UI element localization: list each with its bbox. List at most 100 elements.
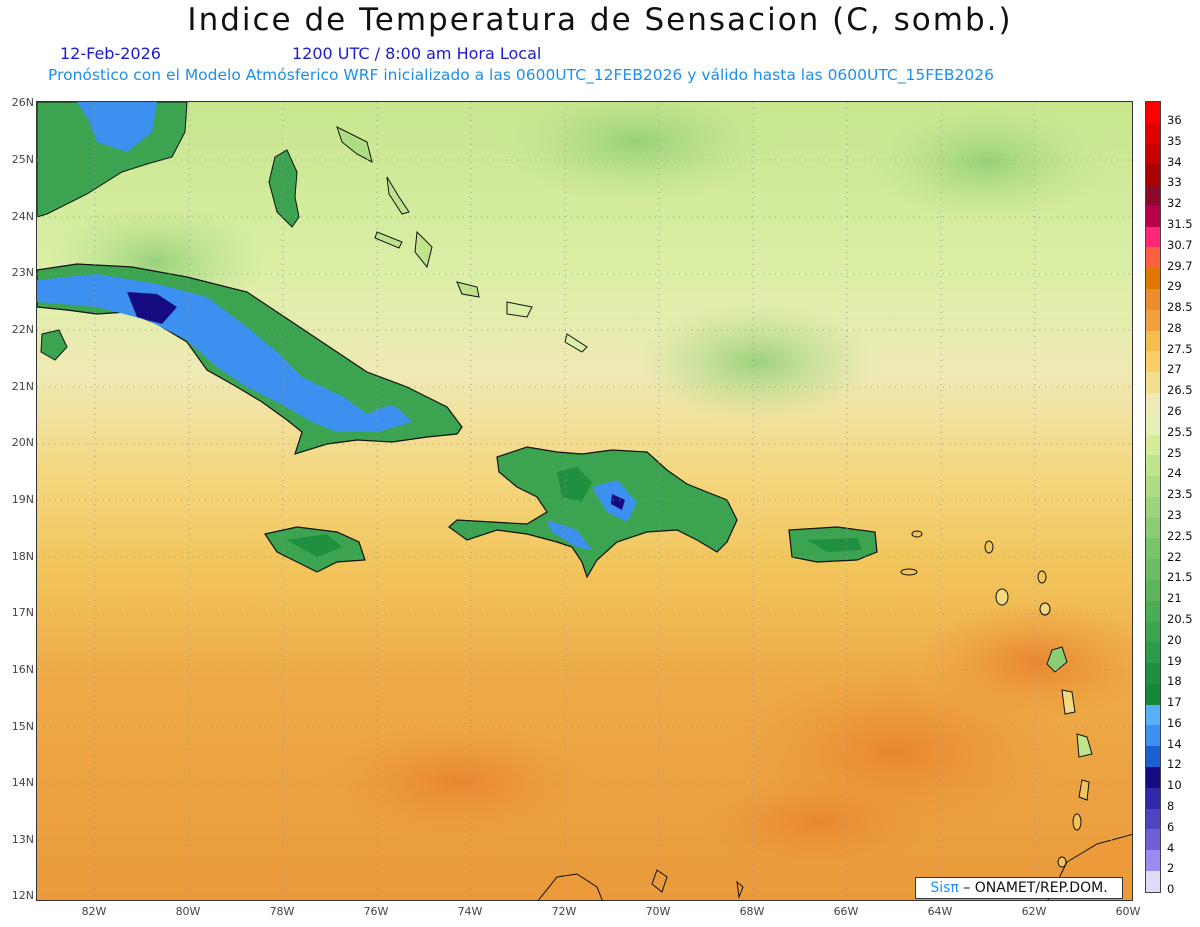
legend-label: 33 <box>1167 175 1182 190</box>
legend-label: 0 <box>1167 882 1175 897</box>
lat-label-18n: 18N <box>11 550 34 563</box>
legend-label: 6 <box>1167 819 1175 834</box>
lon-label-70w: 70W <box>645 905 671 918</box>
lat-label-19n: 19N <box>11 493 34 506</box>
legend-label: 35 <box>1167 133 1182 148</box>
legend-swatch <box>1146 476 1160 497</box>
lat-label-16n: 16N <box>11 663 34 676</box>
legend-swatch <box>1146 309 1160 331</box>
legend-swatch <box>1146 372 1160 393</box>
legend-label: 20.5 <box>1167 611 1193 626</box>
model-info: Pronóstico con el Modelo Atmósferico WRF… <box>48 66 994 84</box>
lat-label-15n: 15N <box>11 720 34 733</box>
lat-label-23n: 23N <box>11 266 34 279</box>
lon-label-74w: 74W <box>457 905 483 918</box>
legend-label: 22 <box>1167 549 1182 564</box>
map-title: Indice de Temperatura de Sensacion (C, s… <box>187 2 1013 38</box>
lat-label-22n: 22N <box>11 323 34 336</box>
lat-label-17n: 17N <box>11 606 34 619</box>
legend-swatch <box>1146 164 1160 186</box>
legend-swatch <box>1146 392 1160 414</box>
legend-label: 4 <box>1167 840 1175 855</box>
legend-label: 19 <box>1167 653 1182 668</box>
lat-label-14n: 14N <box>11 776 34 789</box>
forecast-date: 12-Feb-2026 <box>60 44 161 63</box>
legend-label: 23 <box>1167 508 1182 522</box>
legend-label: 2 <box>1167 861 1175 876</box>
credit-text: – ONAMET/REP.DOM. <box>963 880 1108 896</box>
legend-label: 29.7 <box>1167 258 1193 273</box>
legend-label: 27.5 <box>1167 341 1193 356</box>
lon-label-62w: 62W <box>1021 905 1047 918</box>
legend-swatch <box>1146 808 1160 830</box>
legend-swatch <box>1146 496 1160 518</box>
legend-label: 29 <box>1167 279 1182 294</box>
legend-label: 26 <box>1167 404 1182 419</box>
lon-label-78w: 78W <box>269 905 295 918</box>
lat-label-20n: 20N <box>11 436 34 449</box>
lon-label-66w: 66W <box>833 905 859 918</box>
legend-swatch <box>1146 330 1160 352</box>
lat-label-21n: 21N <box>11 380 34 393</box>
lon-label-68w: 68W <box>739 905 765 918</box>
lon-label-72w: 72W <box>551 905 577 918</box>
heat-index-map <box>36 101 1133 901</box>
legend-swatch <box>1146 683 1160 705</box>
legend-swatch <box>1146 143 1160 165</box>
legend-swatch <box>1146 767 1160 788</box>
legend-label: 20 <box>1167 632 1182 647</box>
legend-swatch <box>1146 517 1160 539</box>
legend-swatch <box>1146 642 1160 664</box>
credit-box: Sisπ – ONAMET/REP.DOM. <box>915 877 1123 899</box>
legend-label: 24 <box>1167 466 1182 481</box>
legend-label: 16 <box>1167 715 1182 730</box>
legend-label: 18 <box>1167 674 1182 689</box>
lon-label-76w: 76W <box>363 905 389 918</box>
legend-swatch <box>1146 102 1160 123</box>
legend-swatch <box>1146 579 1160 601</box>
legend-label: 21.5 <box>1167 570 1193 585</box>
lat-label-12n: 12N <box>11 889 34 902</box>
legend-swatch <box>1146 621 1160 643</box>
legend-swatch <box>1146 704 1160 726</box>
legend-label: 22.5 <box>1167 528 1193 543</box>
legend-swatch <box>1146 559 1160 580</box>
legend-label: 12 <box>1167 757 1182 772</box>
lon-label-60w: 60W <box>1115 905 1141 918</box>
legend-label: 21 <box>1167 591 1182 606</box>
legend-swatch <box>1146 247 1160 269</box>
legend-swatch <box>1146 829 1160 851</box>
legend-label: 36 <box>1167 113 1182 127</box>
sispi-logo: Sisπ <box>930 880 959 896</box>
legend-swatch <box>1146 205 1160 227</box>
legend-label: 14 <box>1167 736 1182 751</box>
legend-swatch <box>1146 850 1160 871</box>
legend-swatch <box>1146 226 1160 248</box>
lat-label-25n: 25N <box>11 153 34 166</box>
lat-label-24n: 24N <box>11 210 34 223</box>
legend-swatch <box>1146 185 1160 206</box>
forecast-time: 1200 UTC / 8:00 am Hora Local <box>292 44 542 63</box>
legend-swatch <box>1146 122 1160 144</box>
legend-swatch <box>1146 268 1160 290</box>
legend-label: 31.5 <box>1167 216 1193 231</box>
legend-label: 26.5 <box>1167 383 1193 398</box>
lon-label-82w: 82W <box>81 905 107 918</box>
lon-label-64w: 64W <box>927 905 953 918</box>
legend-label: 34 <box>1167 154 1182 169</box>
legend-label: 25 <box>1167 445 1182 460</box>
legend-swatch <box>1146 434 1160 456</box>
lat-label-13n: 13N <box>11 833 34 846</box>
legend-label: 30.7 <box>1167 237 1193 252</box>
lat-label-26n: 26N <box>11 96 34 109</box>
legend-swatch <box>1146 455 1160 477</box>
legend-label: 32 <box>1167 196 1182 211</box>
lon-label-80w: 80W <box>175 905 201 918</box>
legend-label: 25.5 <box>1167 424 1193 439</box>
legend-swatch <box>1146 870 1160 892</box>
legend-swatch <box>1146 663 1160 684</box>
legend-label: 23.5 <box>1167 487 1193 502</box>
legend-label: 28.5 <box>1167 300 1193 315</box>
legend-swatch <box>1146 746 1160 767</box>
legend-label: 17 <box>1167 695 1182 710</box>
